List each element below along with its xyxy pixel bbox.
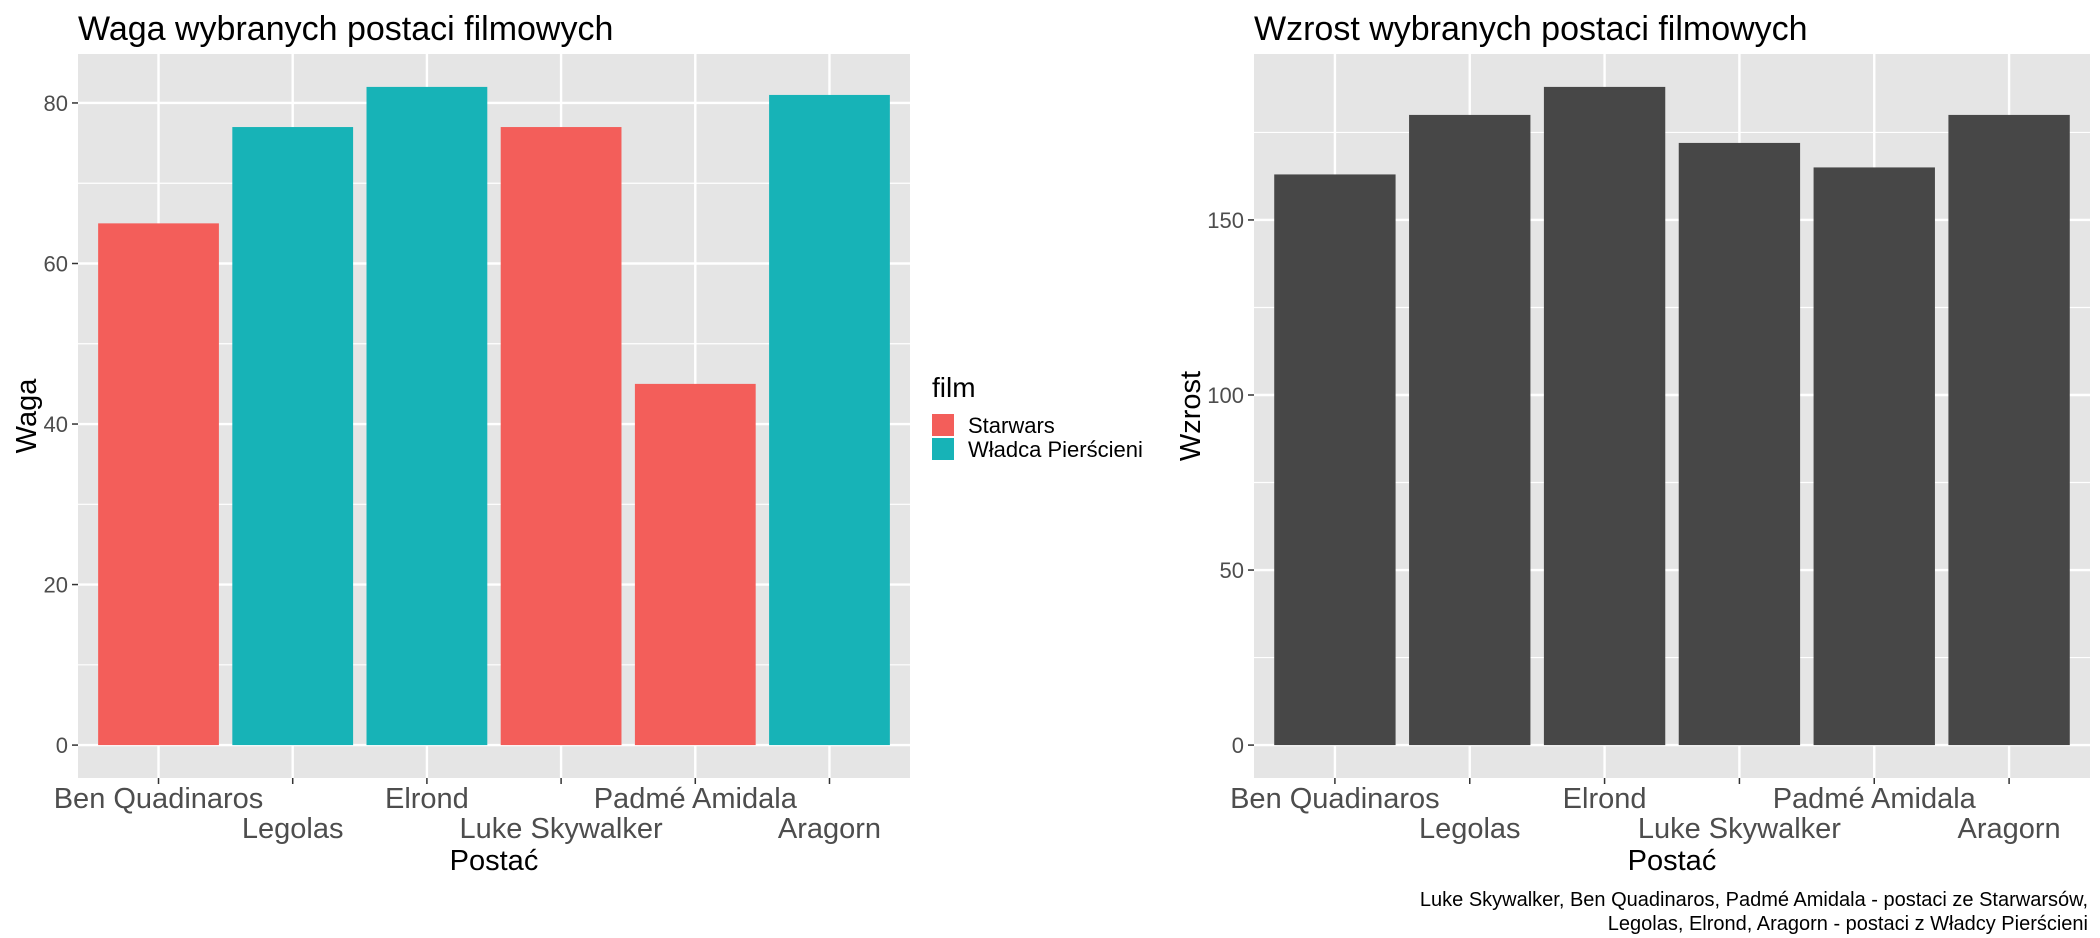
height-bar-luke-skywalker <box>1678 142 1801 746</box>
weight-chart-y-tick-label: 40 <box>44 412 68 437</box>
height-chart-x-tick-label-aragorn: Aragorn <box>1958 813 2061 845</box>
legend-key-wladca-pierscieni <box>932 438 954 460</box>
weight-bar-ben-quadinaros <box>98 223 219 746</box>
height-bar-elrond <box>1543 86 1666 746</box>
legend: film Starwars Władca Pierścieni <box>932 372 1143 462</box>
weight-chart-bars <box>98 86 890 746</box>
weight-chart-y-axis-title: Waga <box>11 378 43 454</box>
weight-chart-x-tick-label-ben-quadinaros: Ben Quadinaros <box>54 783 264 815</box>
height-bar-ben-quadinaros <box>1274 174 1396 746</box>
weight-chart-x-axis-title: Postać <box>450 845 539 877</box>
height-chart-x-tick-label-luke-skywalker: Luke Skywalker <box>1638 813 1841 845</box>
weight-bar-legolas <box>232 127 354 746</box>
weight-chart-y-tick-label: 20 <box>44 573 68 598</box>
height-chart-y-tick-label: 50 <box>1220 558 1244 583</box>
height-chart-x-tick-label-elrond: Elrond <box>1563 783 1647 815</box>
height-chart-y-tick-label: 0 <box>1232 733 1244 758</box>
weight-chart: Waga wybranych postaci filmowych 0 20 40 60… <box>11 10 910 877</box>
height-chart-x-tick-label-ben-quadinaros: Ben Quadinaros <box>1230 783 1440 815</box>
legend-key-starwars <box>932 414 954 436</box>
height-chart-x-axis-title: Postać <box>1628 845 1717 877</box>
weight-chart-y-tick-label: 0 <box>56 733 68 758</box>
height-bar-padme-amidala <box>1813 167 1935 746</box>
weight-chart-x-tick-label-aragorn: Aragorn <box>778 813 881 845</box>
height-chart: Wzrost wybranych postaci filmowych 0 50 10… <box>1175 10 2090 877</box>
weight-chart-x-tick-label-legolas: Legolas <box>242 813 344 845</box>
height-chart-x-tick-label-padme-amidala: Padmé Amidala <box>1773 783 1977 815</box>
height-bar-legolas <box>1409 114 1531 746</box>
weight-bar-aragorn <box>769 94 890 746</box>
caption-line-1: Luke Skywalker, Ben Quadinaros, Padmé Am… <box>1420 889 2088 911</box>
height-chart-y-tick-label: 150 <box>1207 208 1244 233</box>
height-chart-bars <box>1274 86 2070 746</box>
legend-label-wladca-pierscieni: Władca Pierścieni <box>968 437 1143 462</box>
weight-chart-title: Waga wybranych postaci filmowych <box>78 10 613 48</box>
weight-chart-y-tick-label: 60 <box>44 251 68 276</box>
weight-chart-x-tick-label-luke-skywalker: Luke Skywalker <box>460 813 663 845</box>
weight-bar-luke-skywalker <box>500 127 622 746</box>
weight-chart-y-tick-label: 80 <box>44 91 68 116</box>
weight-chart-x-tick-label-padme-amidala: Padmé Amidala <box>594 783 798 815</box>
legend-label-starwars: Starwars <box>968 413 1055 438</box>
height-chart-y-tick-label: 100 <box>1207 383 1244 408</box>
caption-line-2: Legolas, Elrond, Aragorn - postaci z Wła… <box>1608 913 2088 935</box>
height-chart-y-axis-title: Wzrost <box>1175 371 1207 461</box>
weight-bar-elrond <box>366 86 488 746</box>
height-chart-title: Wzrost wybranych postaci filmowych <box>1254 10 1808 48</box>
weight-bar-padme-amidala <box>634 383 756 746</box>
legend-title: film <box>932 372 976 403</box>
height-bar-aragorn <box>1948 114 2070 746</box>
weight-chart-y-ticks: 0 20 40 60 80 <box>44 91 78 758</box>
height-chart-y-ticks: 0 50 100 150 <box>1207 208 1254 758</box>
weight-chart-x-tick-label-elrond: Elrond <box>385 783 469 815</box>
height-chart-x-tick-label-legolas: Legolas <box>1419 813 1521 845</box>
